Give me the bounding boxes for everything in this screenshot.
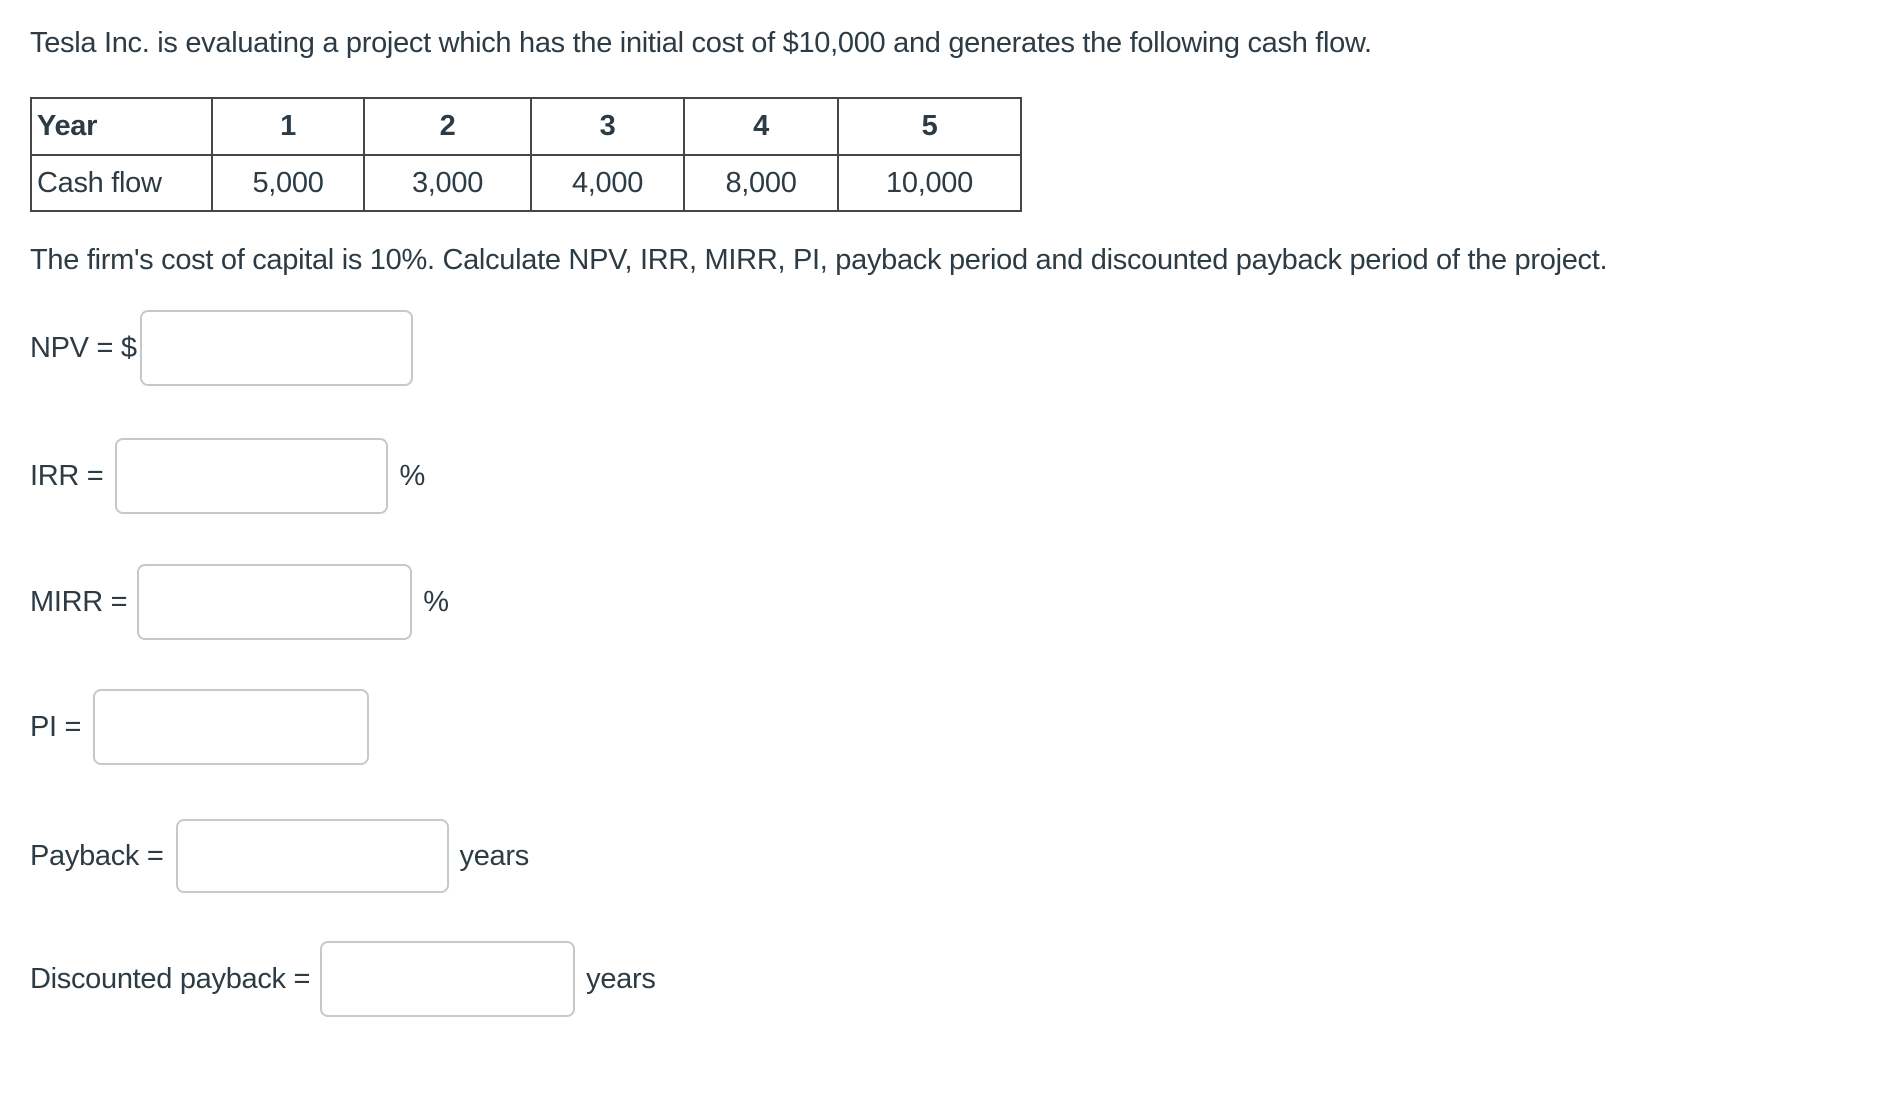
mirr-input[interactable] bbox=[137, 564, 413, 640]
table-header-year-5: 5 bbox=[837, 97, 1022, 156]
table-header-year-1: 1 bbox=[211, 97, 365, 156]
answer-row-payback: Payback = years bbox=[30, 818, 1878, 894]
cash-flow-value-year-1: 5,000 bbox=[211, 154, 365, 212]
pi-label: PI = bbox=[30, 711, 82, 743]
answer-row-irr: IRR = % bbox=[30, 438, 1878, 514]
irr-percent-suffix: % bbox=[399, 460, 425, 492]
table-row-label-cash-flow: Cash flow bbox=[30, 154, 213, 212]
npv-label: NPV = $ bbox=[30, 332, 137, 364]
payback-years-suffix: years bbox=[459, 840, 530, 872]
discounted-payback-label: Discounted payback = bbox=[30, 963, 311, 995]
table-header-row: Year 1 2 3 4 5 bbox=[30, 97, 1022, 156]
discounted-payback-years-suffix: years bbox=[586, 963, 656, 995]
answer-row-npv: NPV = $ bbox=[30, 310, 1878, 386]
cash-flow-value-year-4: 8,000 bbox=[683, 154, 839, 212]
pi-input[interactable] bbox=[93, 689, 370, 765]
irr-label: IRR = bbox=[30, 460, 104, 492]
discounted-payback-input[interactable] bbox=[320, 941, 576, 1017]
question-instruction-text: The firm's cost of capital is 10%. Calcu… bbox=[30, 244, 1608, 276]
question-intro-text: Tesla Inc. is evaluating a project which… bbox=[30, 27, 1372, 59]
table-header-year: Year bbox=[30, 97, 213, 156]
table-header-year-4: 4 bbox=[683, 97, 839, 156]
cash-flow-value-year-3: 4,000 bbox=[530, 154, 685, 212]
answer-row-pi: PI = bbox=[30, 689, 1878, 765]
table-header-year-3: 3 bbox=[530, 97, 685, 156]
cash-flow-value-year-2: 3,000 bbox=[363, 154, 532, 212]
cash-flow-table: Year 1 2 3 4 5 Cash flow 5,000 3,000 4,0… bbox=[30, 97, 1022, 212]
npv-input[interactable] bbox=[139, 310, 413, 386]
cash-flow-value-year-5: 10,000 bbox=[837, 154, 1022, 212]
answer-row-discounted-payback: Discounted payback = years bbox=[30, 941, 1878, 1017]
payback-label: Payback = bbox=[30, 840, 164, 872]
payback-input[interactable] bbox=[175, 819, 449, 893]
mirr-percent-suffix: % bbox=[423, 586, 449, 618]
mirr-label: MIRR = bbox=[30, 586, 128, 618]
table-header-year-2: 2 bbox=[363, 97, 532, 156]
answer-row-mirr: MIRR = % bbox=[30, 564, 1878, 640]
irr-input[interactable] bbox=[115, 438, 389, 514]
table-cash-flow-row: Cash flow 5,000 3,000 4,000 8,000 10,000 bbox=[30, 154, 1022, 212]
